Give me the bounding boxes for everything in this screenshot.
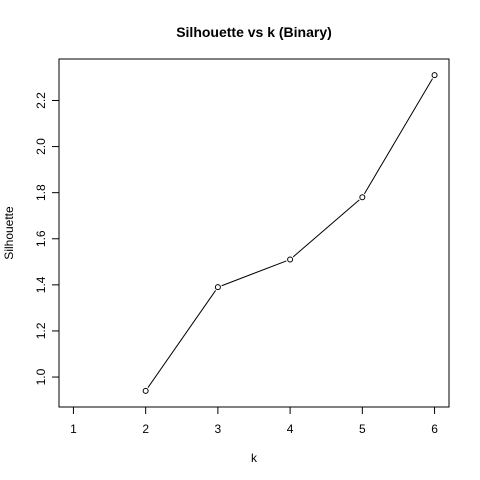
x-tick-label: 5 (359, 422, 366, 436)
x-axis-label: k (251, 451, 258, 465)
x-tick-label: 3 (215, 422, 222, 436)
line-segment (222, 261, 287, 286)
data-point (215, 285, 220, 290)
line-segment (364, 79, 432, 194)
y-axis: 1.0 1.2 1.4 1.6 1.8 2.0 2.2 (34, 92, 59, 386)
series-line (143, 73, 437, 394)
line-segment (148, 290, 216, 387)
data-point (288, 257, 293, 262)
line-segment (293, 200, 359, 257)
y-axis-label: Silhouette (2, 206, 16, 260)
chart-title: Silhouette vs k (Binary) (176, 24, 332, 40)
y-tick-label: 2.0 (34, 138, 48, 155)
plot-frame (59, 59, 449, 407)
x-tick-label: 4 (287, 422, 294, 436)
y-tick-label: 1.6 (34, 230, 48, 247)
x-tick-label: 2 (142, 422, 149, 436)
y-tick-label: 1.8 (34, 184, 48, 201)
y-tick-label: 1.4 (34, 276, 48, 293)
data-point (432, 73, 437, 78)
data-point (143, 388, 148, 393)
x-tick-label: 6 (431, 422, 438, 436)
data-point (360, 195, 365, 200)
x-tick-label: 1 (70, 422, 77, 436)
y-tick-label: 1.0 (34, 368, 48, 385)
x-axis: 1 2 3 4 5 6 (70, 407, 438, 436)
y-tick-label: 1.2 (34, 322, 48, 339)
y-tick-label: 2.2 (34, 92, 48, 109)
